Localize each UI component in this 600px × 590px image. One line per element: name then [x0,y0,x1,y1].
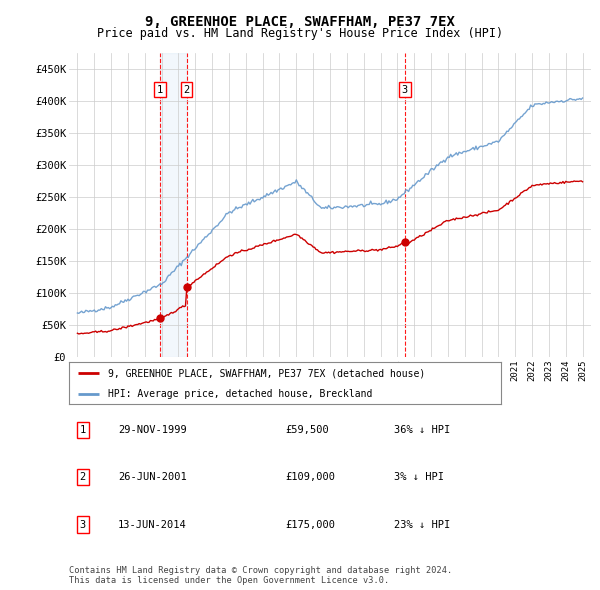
Text: Price paid vs. HM Land Registry's House Price Index (HPI): Price paid vs. HM Land Registry's House … [97,27,503,40]
Text: 23% ↓ HPI: 23% ↓ HPI [394,520,450,529]
Text: £59,500: £59,500 [286,425,329,435]
Text: 1: 1 [80,425,86,435]
Bar [160,53,187,357]
Text: 2: 2 [80,473,86,482]
Text: HPI: Average price, detached house, Breckland: HPI: Average price, detached house, Brec… [108,389,372,399]
Text: £175,000: £175,000 [286,520,335,529]
Text: 9, GREENHOE PLACE, SWAFFHAM, PE37 7EX (detached house): 9, GREENHOE PLACE, SWAFFHAM, PE37 7EX (d… [108,368,425,378]
Text: 3: 3 [80,520,86,529]
Text: £109,000: £109,000 [286,473,335,482]
Text: 1: 1 [157,84,163,94]
Text: 13-JUN-2014: 13-JUN-2014 [118,520,187,529]
Text: 29-NOV-1999: 29-NOV-1999 [118,425,187,435]
Text: 9, GREENHOE PLACE, SWAFFHAM, PE37 7EX: 9, GREENHOE PLACE, SWAFFHAM, PE37 7EX [145,15,455,29]
Text: 3: 3 [402,84,408,94]
Text: 3% ↓ HPI: 3% ↓ HPI [394,473,444,482]
Text: 36% ↓ HPI: 36% ↓ HPI [394,425,450,435]
Text: 26-JUN-2001: 26-JUN-2001 [118,473,187,482]
Text: 2: 2 [184,84,190,94]
Text: Contains HM Land Registry data © Crown copyright and database right 2024.
This d: Contains HM Land Registry data © Crown c… [69,566,452,585]
